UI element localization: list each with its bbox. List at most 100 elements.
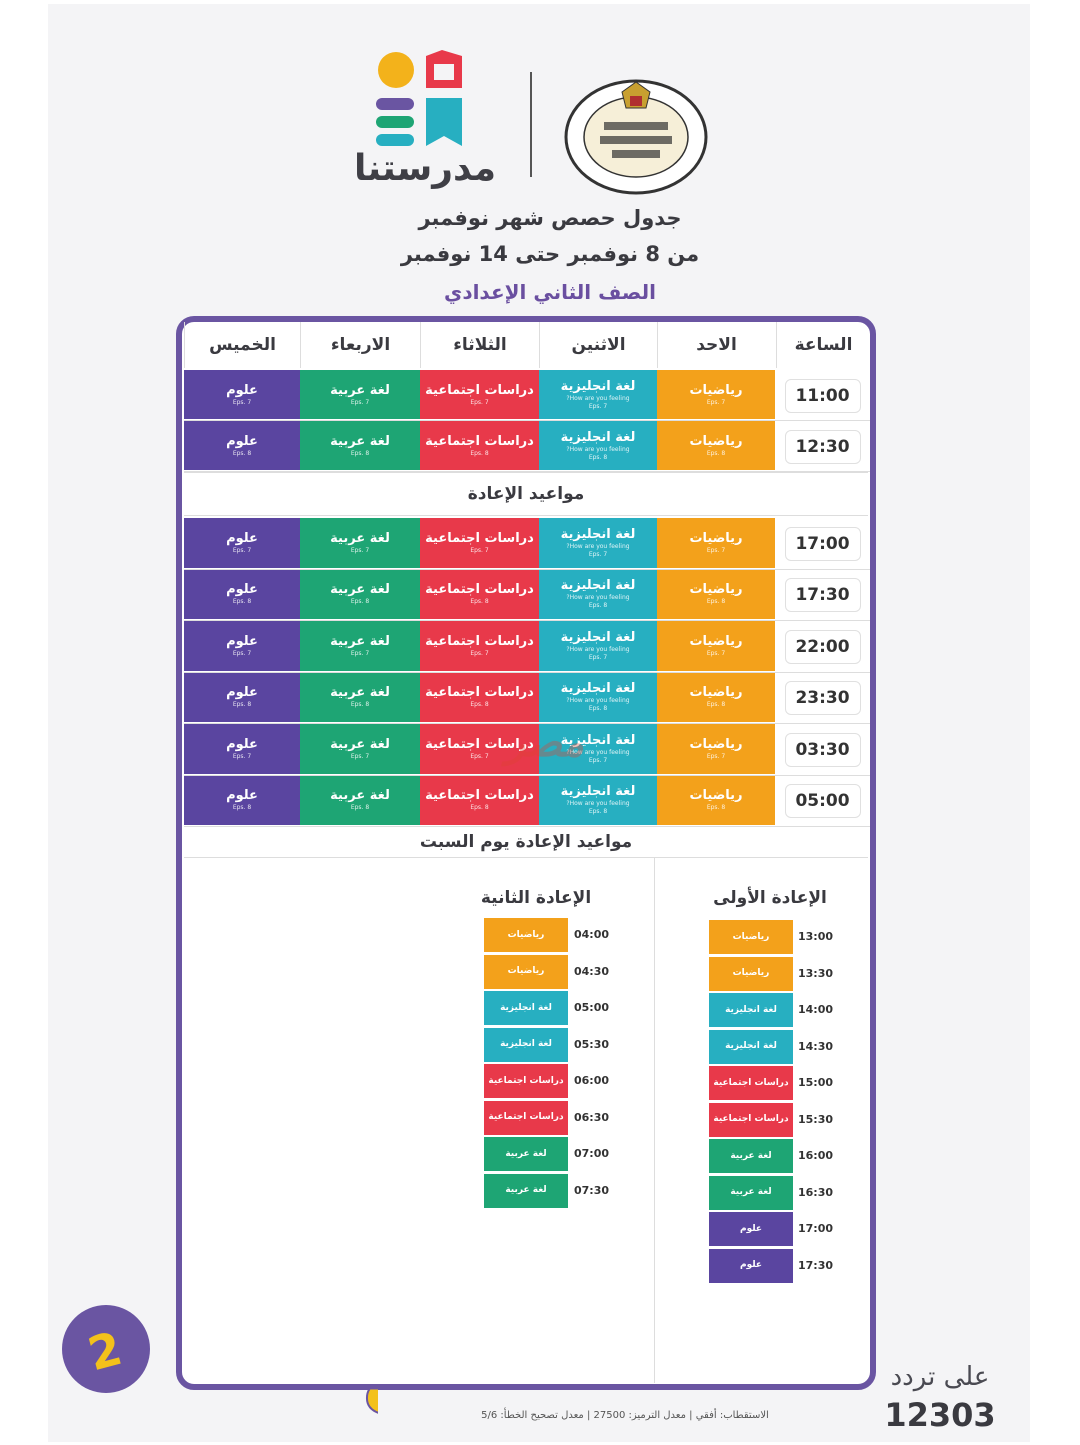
episode-label: Eps. 8 <box>350 804 370 812</box>
header-divider <box>530 72 532 177</box>
lesson-cell-wed: لغة عربية Eps. 7 <box>300 724 420 774</box>
subject-label: رياضيات <box>689 530 743 546</box>
subject-label: دراسات اجتماعية <box>425 788 534 804</box>
subject-label: لغة انجليزية <box>500 1039 552 1049</box>
episode-label: Eps. 7 <box>232 398 252 406</box>
subject-label: لغة انجليزية <box>560 784 636 800</box>
episode-label: Eps. 7 <box>588 550 608 558</box>
subject-label: لغة انجليزية <box>725 1004 777 1015</box>
subject-label: رياضيات <box>689 582 743 598</box>
rerun-band: مواعيد الإعادة <box>184 472 868 516</box>
episode-label: Eps. 7 <box>232 649 252 657</box>
subject-label: دراسات اجتماعية <box>425 736 534 752</box>
saturday-time: 05:30 <box>574 1037 610 1051</box>
episode-label: Eps. 7 <box>588 756 608 764</box>
lesson-subtitle: How are you feeling? <box>566 394 630 402</box>
saturday-lesson-sun: رياضيات <box>709 956 793 991</box>
episode-label: Eps. 7 <box>706 546 726 554</box>
time-label: 05:00 <box>784 784 861 819</box>
time-cell: 11:00 <box>775 370 870 421</box>
episode-label: Eps. 7 <box>470 752 489 760</box>
time-cell: 17:00 <box>775 518 870 570</box>
saturday-time: 06:00 <box>574 1074 610 1087</box>
subject-label: دراسات اجتماعية <box>425 382 534 398</box>
row-divider <box>184 774 870 776</box>
time-cell: 03:30 <box>775 724 870 776</box>
subject-label: لغة انجليزية <box>560 681 636 697</box>
episode-label: Eps. 8 <box>706 701 726 709</box>
time-label: 17:00 <box>784 526 861 561</box>
subject-label: دراسات اجتماعية <box>713 1077 789 1088</box>
svg-text:إعدادي: إعدادي <box>363 1334 378 1425</box>
subject-label: لغة انجليزية <box>560 378 636 394</box>
episode-label: Eps. 8 <box>232 701 252 709</box>
subject-label: لغة انجليزية <box>560 526 636 542</box>
lesson-cell-thu: علوم Eps. 8 <box>184 672 300 722</box>
grade-label: الصف الثاني الإعدادي <box>443 280 656 304</box>
saturday-divider <box>654 858 655 1383</box>
time-cell: 23:30 <box>775 673 870 725</box>
lesson-cell-mon: لغة انجليزية How are you feeling? Eps. 7 <box>539 370 657 419</box>
broadcast-footnote: الاستقطاب: أفقي | معدل الترميز: 27500 | … <box>481 1410 769 1421</box>
episode-label: Eps. 8 <box>232 598 252 606</box>
watermark-logo: مصر <box>505 720 585 766</box>
subject-label: علوم <box>739 1260 763 1270</box>
lesson-cell-sun: رياضيات Eps. 8 <box>657 672 775 722</box>
lesson-cell-tue: دراسات اجتماعية Eps. 7 <box>420 518 539 568</box>
lesson-cell-mon: لغة انجليزية How are you feeling? Eps. 8 <box>539 775 657 825</box>
episode-label: Eps. 8 <box>588 808 608 816</box>
episode-label: Eps. 7 <box>350 546 370 554</box>
lesson-subtitle: How are you feeling? <box>566 697 630 705</box>
subject-label: رياضيات <box>732 968 770 978</box>
subject-label: علوم <box>226 530 258 546</box>
subject-label: علوم <box>226 582 258 598</box>
lesson-cell-mon: لغة انجليزية How are you feeling? Eps. 7 <box>539 621 657 671</box>
saturday-time: 04:00 <box>574 928 610 941</box>
lesson-cell-wed: لغة عربية Eps. 8 <box>300 421 420 470</box>
episode-label: Eps. 7 <box>706 752 726 760</box>
episode-label: Eps. 7 <box>350 649 370 657</box>
lesson-cell-tue: دراسات اجتماعية Eps. 8 <box>420 569 539 619</box>
row-divider <box>184 671 870 673</box>
saturday-lesson-sun: رياضيات <box>709 920 793 954</box>
saturday-rerun-band: مواعيد الإعادة يوم السبت <box>184 826 868 858</box>
time-label: 23:30 <box>784 681 861 716</box>
row-divider <box>184 420 870 421</box>
lesson-cell-wed: لغة عربية Eps. 8 <box>300 569 420 619</box>
subject-label: رياضيات <box>689 633 743 649</box>
lesson-cell-mon: لغة انجليزية How are you feeling? Eps. 7 <box>539 724 657 774</box>
saturday-lesson-wed: لغة عربية <box>484 1137 568 1171</box>
subject-label: رياضيات <box>689 736 743 752</box>
subject-label: لغة عربية <box>330 736 390 752</box>
subject-label: لغة عربية <box>330 433 390 449</box>
episode-label: Eps. 8 <box>232 804 252 812</box>
subject-label: لغة عربية <box>505 1148 547 1159</box>
lesson-cell-mon: لغة انجليزية How are you feeling? Eps. 8 <box>539 569 657 619</box>
lesson-subtitle: How are you feeling? <box>566 748 630 756</box>
madrasatona-logo-text: مدرستنا <box>353 148 497 189</box>
saturday-lesson-mon: لغة انجليزية <box>484 991 568 1025</box>
episode-label: Eps. 8 <box>706 804 726 812</box>
saturday-lesson-thu: علوم <box>709 1248 793 1283</box>
saturday-lesson-mon: لغة انجليزية <box>484 1027 568 1062</box>
saturday-time: 17:00 <box>798 1222 834 1235</box>
subject-label: لغة انجليزية <box>500 1002 552 1013</box>
episode-label: Eps. 8 <box>232 449 252 457</box>
saturday-time: 13:00 <box>798 930 834 943</box>
lesson-cell-mon: لغة انجليزية How are you feeling? Eps. 8 <box>539 672 657 722</box>
row-divider <box>184 568 870 570</box>
subject-label: علوم <box>226 633 258 649</box>
time-label: 12:30 <box>784 429 861 464</box>
saturday-lesson-sun: رياضيات <box>484 918 568 952</box>
episode-label: Eps. 7 <box>350 398 370 406</box>
saturday-time: 07:00 <box>574 1147 610 1160</box>
schedule-title: جدول حصص شهر نوفمبر <box>418 206 682 230</box>
subject-label: دراسات اجتماعية <box>425 685 534 701</box>
lesson-subtitle: How are you feeling? <box>566 645 630 653</box>
saturday-time: 14:00 <box>798 1003 834 1016</box>
frequency-number: 12303 <box>884 1396 996 1434</box>
subject-label: رياضيات <box>507 966 545 976</box>
saturday-lesson-mon: لغة انجليزية <box>709 1029 793 1064</box>
saturday-time: 15:00 <box>798 1076 834 1089</box>
subject-label: لغة انجليزية <box>560 732 636 748</box>
